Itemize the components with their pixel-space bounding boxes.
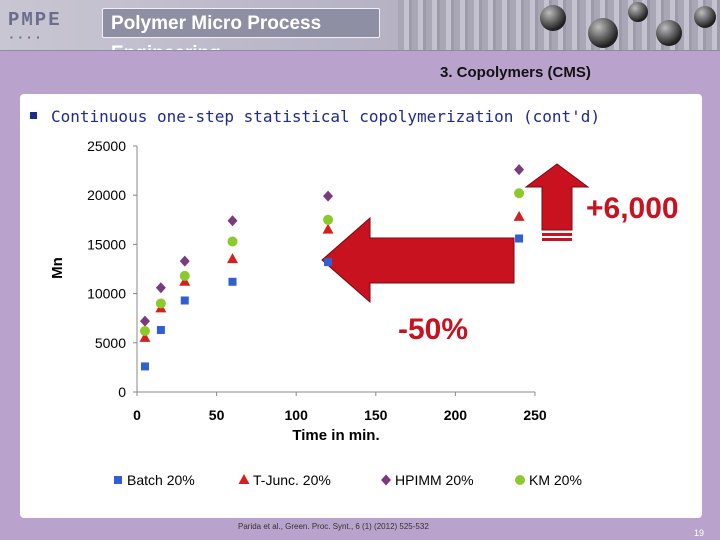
arrow-tail-stripe xyxy=(498,252,502,272)
x-tick-label: 50 xyxy=(209,407,225,423)
data-point-diamond xyxy=(179,255,190,267)
legend-label: Batch 20% xyxy=(127,472,195,488)
data-point-circle xyxy=(155,298,166,309)
decrease-annotation: -50% xyxy=(398,313,468,346)
x-tick-label: 200 xyxy=(444,407,468,423)
data-point-circle xyxy=(139,325,150,336)
citation: Parida et al., Green. Proc. Synt., 6 (1)… xyxy=(238,522,429,531)
y-tick-label: 20000 xyxy=(87,187,126,203)
data-point-square xyxy=(140,362,149,371)
data-point-square xyxy=(324,258,333,267)
data-point-diamond xyxy=(155,282,166,294)
slide-subtitle: Continuous one-step statistical copolyme… xyxy=(30,107,600,126)
x-tick-label: 100 xyxy=(285,407,309,423)
x-tick-label: 150 xyxy=(364,407,388,423)
page-number: 19 xyxy=(694,528,705,538)
logo-decoration: ▪▪▪▪ xyxy=(10,33,46,42)
y-axis-title: Mn xyxy=(49,257,66,279)
data-point-triangle xyxy=(513,210,525,221)
data-point-triangle xyxy=(322,223,334,234)
y-tick-label: 15000 xyxy=(87,236,126,252)
legend-marker-triangle xyxy=(238,474,250,484)
legend-marker-square xyxy=(114,476,122,484)
subtitle-text: Continuous one-step statistical copolyme… xyxy=(51,107,601,126)
legend-marker-diamond xyxy=(381,474,391,486)
data-point-diamond xyxy=(514,164,525,176)
legend-label: HPIMM 20% xyxy=(395,472,474,488)
data-point-circle xyxy=(323,214,334,225)
data-point-diamond xyxy=(323,190,334,202)
up-arrow-shape xyxy=(524,163,590,231)
section-title: 3. Copolymers (CMS) xyxy=(440,64,591,81)
x-tick-label: 0 xyxy=(133,407,141,423)
decorative-ball xyxy=(540,5,566,31)
data-point-square xyxy=(515,234,524,243)
data-point-diamond xyxy=(227,215,238,227)
arrow-tail-stripe xyxy=(542,238,572,241)
left-arrow-shape xyxy=(321,216,515,304)
decorative-ball xyxy=(628,2,648,22)
data-point-circle xyxy=(514,188,525,199)
content-panel xyxy=(20,94,702,518)
arrow-tail-stripe xyxy=(542,233,572,236)
data-point-triangle xyxy=(139,331,151,342)
decorative-ball xyxy=(588,18,618,48)
data-point-circle xyxy=(179,270,190,281)
bullet-square-icon xyxy=(30,112,37,119)
data-point-diamond xyxy=(139,315,150,327)
data-point-circle xyxy=(227,236,238,247)
header-title: Polymer Micro Process Engineering xyxy=(102,8,380,50)
legend-marker-circle xyxy=(515,475,525,485)
data-point-square xyxy=(180,296,189,305)
x-axis-title: Time in min. xyxy=(292,427,379,444)
arrow-tail-stripe xyxy=(506,252,511,272)
decorative-ball xyxy=(694,6,716,28)
data-point-square xyxy=(156,326,165,335)
data-point-triangle xyxy=(227,253,239,264)
pmpe-logo: PMPE xyxy=(8,9,62,31)
legend-label: KM 20% xyxy=(529,472,582,488)
y-tick-label: 25000 xyxy=(87,138,126,154)
legend-label: T-Junc. 20% xyxy=(253,472,331,488)
decorative-ball xyxy=(656,20,682,46)
x-tick-label: 250 xyxy=(523,407,547,423)
increase-annotation: +6,000 xyxy=(586,192,679,225)
data-point-square xyxy=(228,277,237,286)
y-tick-label: 10000 xyxy=(87,286,126,302)
y-tick-label: 0 xyxy=(118,384,126,400)
y-tick-label: 5000 xyxy=(95,335,126,351)
header-banner: PMPE ▪▪▪▪ Polymer Micro Process Engineer… xyxy=(0,0,720,51)
